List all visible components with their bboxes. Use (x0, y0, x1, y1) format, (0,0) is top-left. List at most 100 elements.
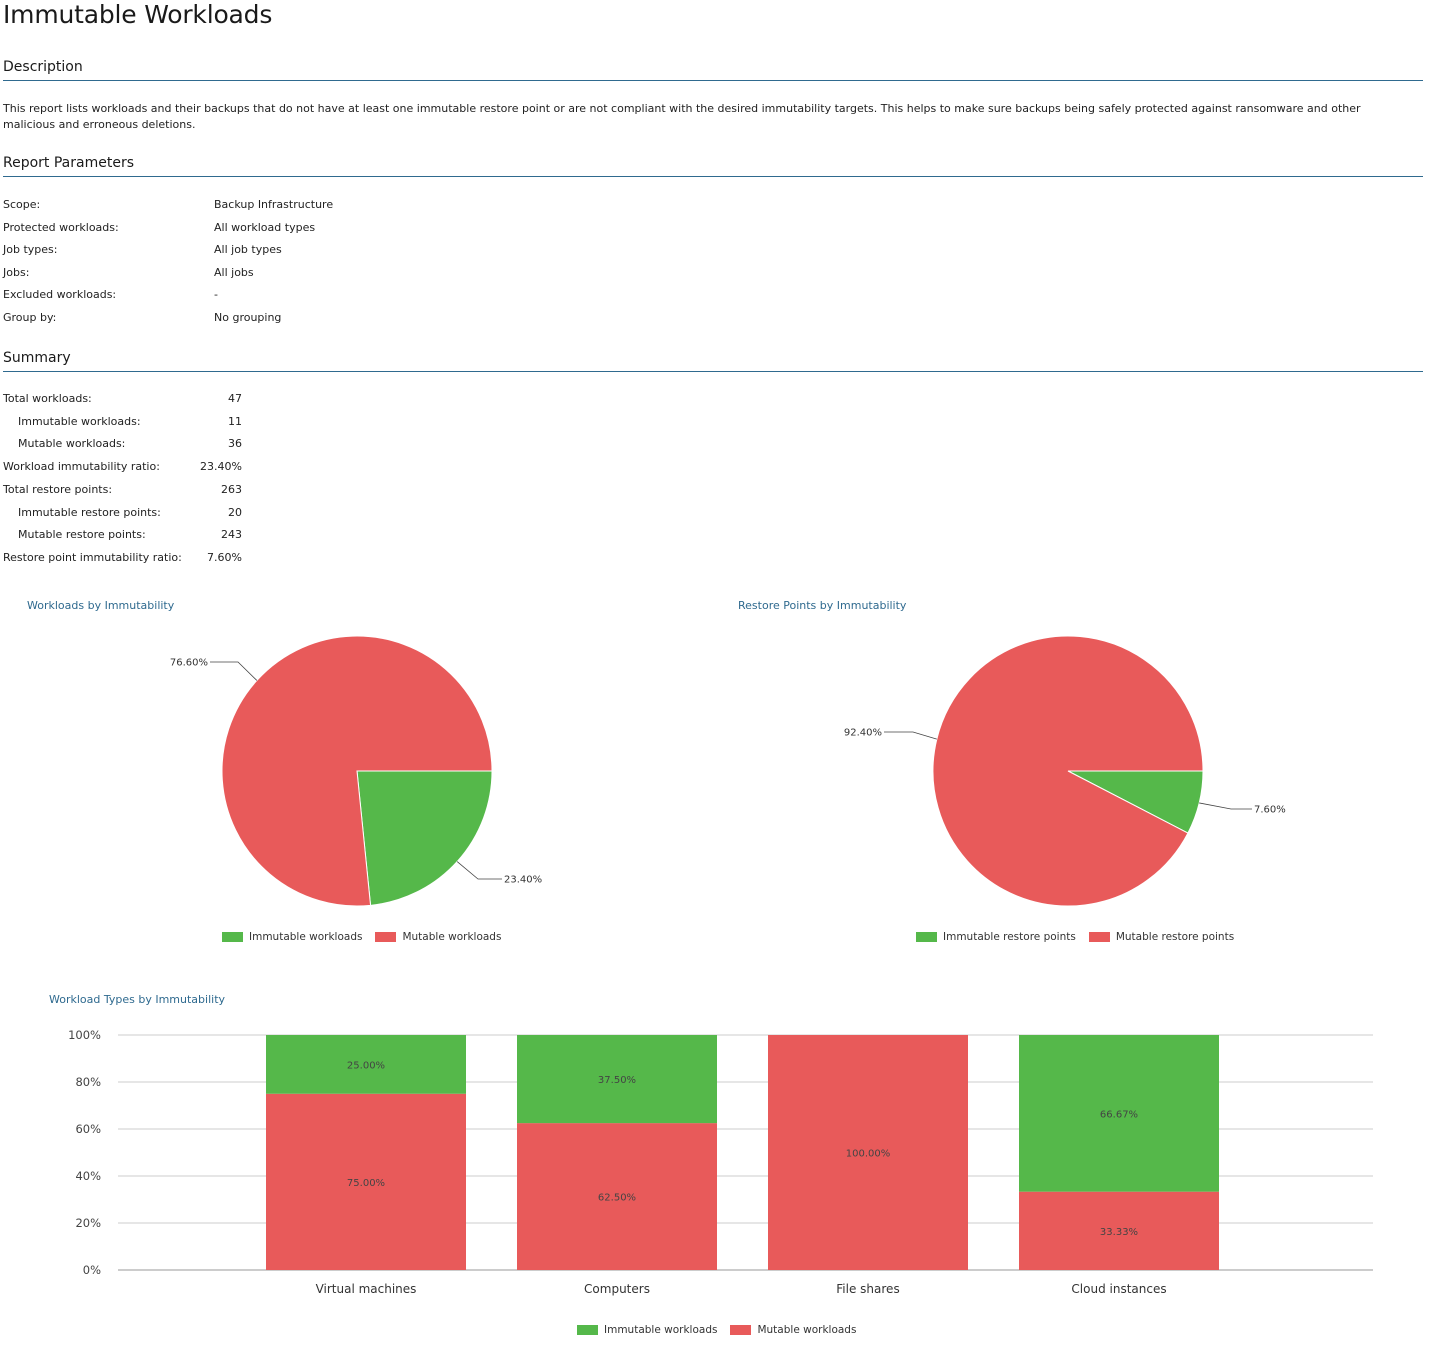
legend-label: Mutable workloads (757, 1324, 857, 1336)
y-tick-label: 80% (75, 1075, 101, 1089)
summary-label: Total restore points: (3, 482, 113, 496)
legend-label: Immutable workloads (249, 931, 363, 943)
legend-item-mutable: Mutable restore points (1088, 931, 1235, 943)
pie-slice-immutable (356, 770, 493, 906)
bar-segment-mutable (266, 1093, 466, 1270)
legend-swatch-mutable (730, 1325, 752, 1335)
parameter-label: Group by: (3, 311, 57, 324)
legend-label: Immutable restore points (943, 931, 1076, 943)
summary-table: Total workloads: 47 Immutable workloads: 11… (3, 392, 263, 572)
parameter-value: No grouping (214, 311, 282, 324)
summary-value: 7.60% (207, 550, 242, 564)
page-title: Immutable Workloads (3, 0, 273, 29)
parameter-label: Job types: (3, 243, 58, 257)
summary-label: Immutable workloads: (18, 414, 141, 428)
workloads-pie-legend: Immutable workloads Mutable workloads (222, 931, 514, 943)
bar-segment-mutable (1019, 1191, 1219, 1270)
parameter-label: Scope: (3, 198, 41, 211)
summary-label: Workload immutability ratio: (3, 460, 160, 474)
summary-value: 23.40% (200, 460, 242, 474)
x-category-label: Computers (584, 1282, 650, 1296)
legend-swatch-mutable (375, 932, 397, 942)
parameters-heading: Report Parameters (3, 155, 134, 171)
bar-data-label: 33.33% (1100, 1227, 1138, 1238)
summary-value: 263 (221, 482, 242, 496)
bar-data-label: 25.00% (347, 1060, 385, 1071)
parameter-value: All workload types (214, 220, 316, 234)
pie-data-label: 23.40% (504, 875, 542, 886)
pie-data-label: 7.60% (1254, 805, 1286, 816)
legend-swatch-immutable (577, 1325, 598, 1335)
parameter-label: Jobs: (3, 265, 30, 279)
x-category-label: Virtual machines (316, 1282, 417, 1296)
summary-label: Mutable restore points: (18, 528, 146, 542)
chart-title-restore-points: Restore Points by Immutability (738, 599, 907, 612)
summary-section-heading: Summary (3, 349, 1423, 372)
pie-data-label: 76.60% (170, 658, 208, 669)
legend-label: Mutable workloads (402, 931, 502, 943)
pie-leader-line (1199, 802, 1252, 810)
parameter-value: All jobs (214, 265, 254, 279)
parameter-label: Protected workloads: (3, 220, 119, 234)
x-category-label: Cloud instances (1071, 1282, 1166, 1296)
bar-data-label: 75.00% (347, 1178, 385, 1189)
description-text: This report lists workloads and their ba… (3, 102, 1361, 131)
legend-swatch-mutable (1088, 932, 1110, 942)
legend-swatch-immutable (222, 932, 243, 942)
summary-label: Mutable workloads: (18, 437, 126, 451)
bar-segment-mutable (768, 1035, 968, 1270)
summary-value: 20 (228, 505, 242, 519)
legend-swatch-immutable (916, 932, 937, 942)
bar-segment-immutable (1019, 1035, 1219, 1192)
restore-points-pie-chart: 7.60% 92.40% (844, 635, 1286, 907)
chart-title-workload-types: Workload Types by Immutability (49, 993, 226, 1006)
parameter-value: Backup Infrastructure (214, 198, 334, 211)
parameter-value: All job types (214, 243, 282, 257)
summary-heading: Summary (3, 350, 71, 366)
bar-segment-immutable (266, 1035, 466, 1094)
legend-label: Immutable workloads (604, 1324, 718, 1336)
pie-leader-line (210, 661, 258, 681)
parameter-label: Excluded workloads: (3, 288, 117, 302)
x-category-label: File shares (836, 1282, 899, 1296)
y-tick-label: 20% (75, 1216, 101, 1230)
summary-value: 36 (228, 437, 242, 451)
legend-item-immutable: Immutable workloads (222, 931, 362, 943)
legend-item-immutable: Immutable restore points (916, 931, 1076, 943)
summary-value: 243 (221, 528, 242, 542)
summary-value: 11 (228, 414, 242, 428)
summary-label: Total workloads: (3, 392, 92, 405)
workload-types-bar-chart: 0% 20% 40% 60% 80% 100% 75.00% 25.00% Virtual ma… (68, 1028, 1373, 1296)
legend-item-immutable: Immutable workloads (577, 1324, 717, 1336)
y-tick-label: 0% (83, 1263, 101, 1277)
pie-slice-mutable (932, 635, 1204, 907)
summary-label: Restore point immutability ratio: (3, 550, 182, 564)
workloads-pie-chart: 23.40% 76.60% (170, 635, 542, 907)
legend-item-mutable: Mutable workloads (375, 931, 501, 943)
bar-segment-mutable (517, 1123, 717, 1270)
bar-data-label: 37.50% (598, 1075, 636, 1086)
description-section-heading: Description (3, 58, 1423, 81)
y-tick-label: 100% (68, 1028, 101, 1042)
parameters-table: Scope: Backup Infrastructure Protected wor… (3, 198, 603, 333)
bar-data-label: 66.67% (1100, 1109, 1138, 1120)
pie-leader-line (884, 731, 937, 740)
parameters-section-heading: Report Parameters (3, 154, 1423, 177)
legend-item-mutable: Mutable workloads (730, 1324, 856, 1336)
workload-types-bar-legend: Immutable workloads Mutable workloads (577, 1324, 869, 1336)
legend-label: Mutable restore points (1115, 931, 1235, 943)
summary-value: 47 (228, 392, 242, 405)
bar-segment-immutable (517, 1035, 717, 1124)
bar-data-label: 62.50% (598, 1193, 636, 1204)
pie-leader-line (456, 861, 502, 880)
pie-data-label: 92.40% (844, 728, 882, 739)
bar-data-label: 100.00% (846, 1149, 891, 1160)
description-heading: Description (3, 59, 83, 75)
restore-points-pie-legend: Immutable restore points Mutable restore… (916, 931, 1247, 943)
y-tick-label: 60% (75, 1122, 101, 1136)
parameter-value: - (214, 288, 218, 302)
chart-title-workloads: Workloads by Immutability (27, 599, 175, 612)
summary-label: Immutable restore points: (18, 505, 161, 519)
y-tick-label: 40% (75, 1169, 101, 1183)
